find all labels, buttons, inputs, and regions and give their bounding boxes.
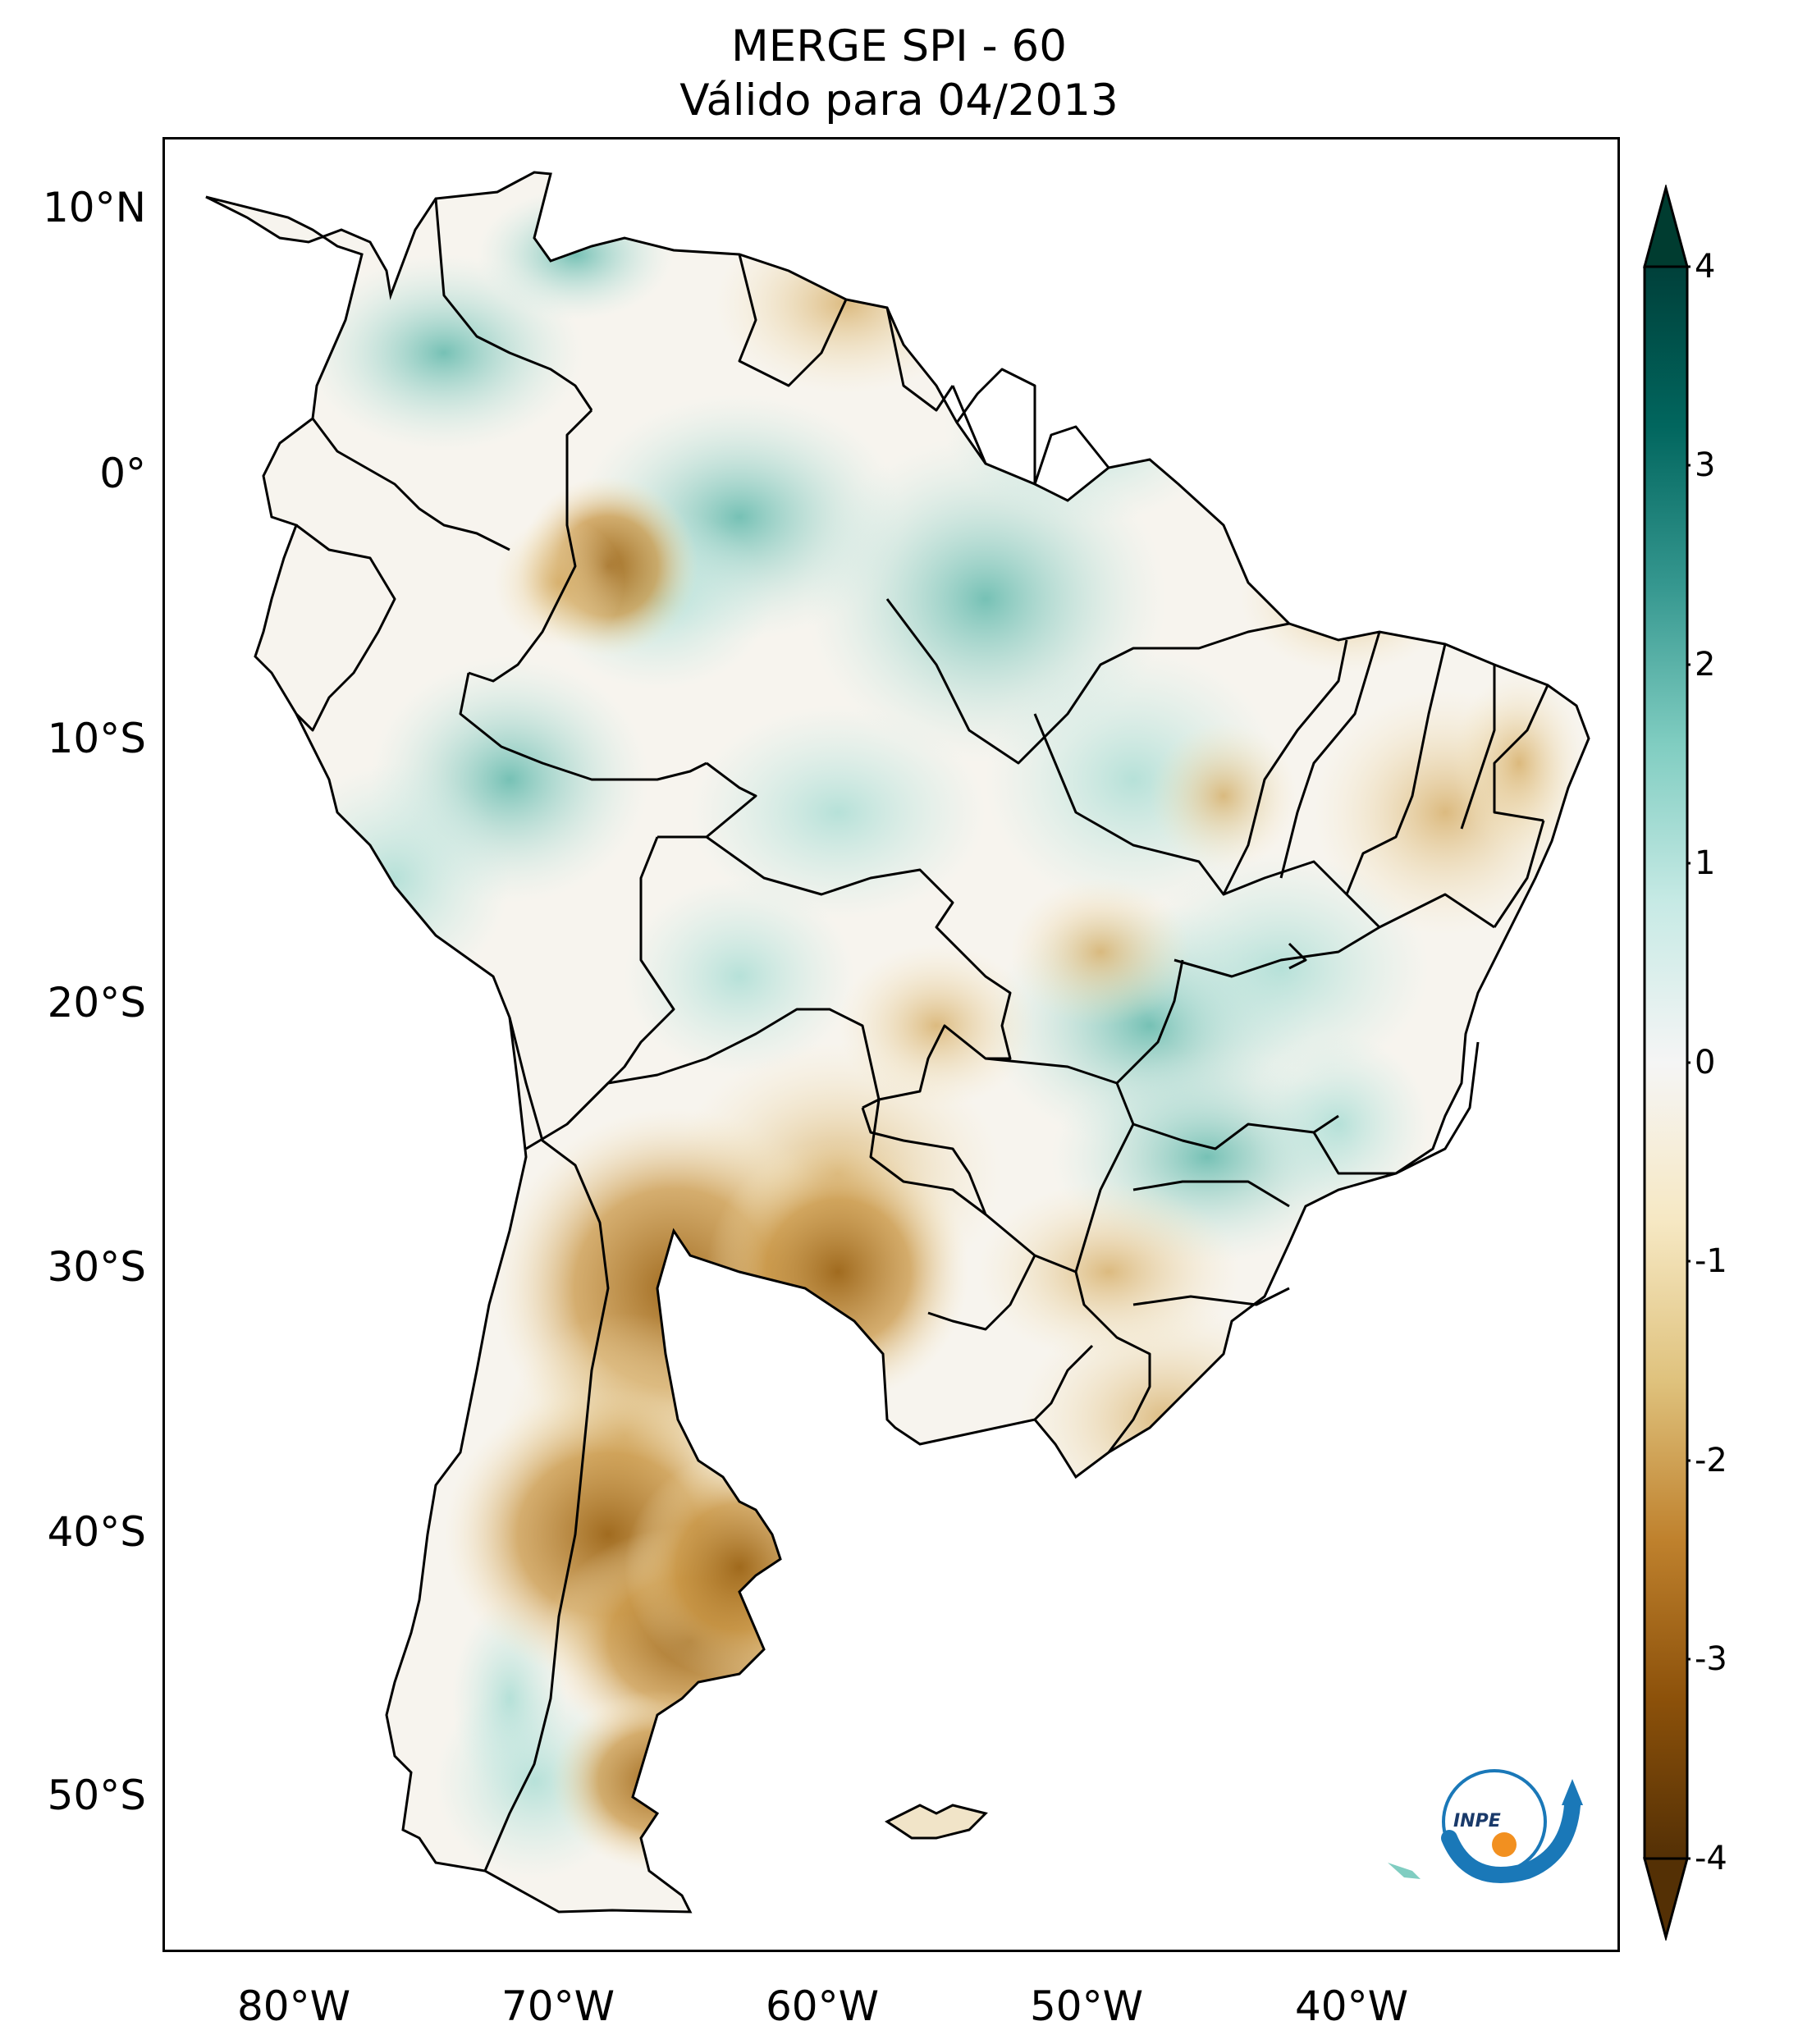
lon-tick-label: 40°W: [1294, 1982, 1409, 2030]
lat-tick-label: 10°N: [42, 184, 146, 231]
lat-tick-label: 40°S: [47, 1508, 146, 1556]
lon-tick-label: 70°W: [501, 1982, 615, 2030]
falkland-islands: [885, 1804, 988, 1840]
colorbar-tick-label: 0: [1695, 1044, 1716, 1081]
colorbar-extend-max: [1643, 185, 1689, 268]
lon-tick-label: 60°W: [765, 1982, 880, 2030]
colorbar-tick-label: -2: [1695, 1442, 1727, 1479]
colorbar-tick-label: 1: [1695, 844, 1716, 882]
political-borders: [295, 198, 1549, 1872]
colorbar-tick-label: -1: [1695, 1242, 1727, 1280]
colorbar-extend-min: [1643, 1857, 1689, 1941]
spi-map: INPE: [204, 171, 1590, 1914]
colorbar-tick-label: 3: [1695, 446, 1716, 484]
colorbar-body: [1643, 265, 1689, 1860]
chart-title: MERGE SPI - 60: [731, 21, 1067, 71]
lon-tick-label: 80°W: [236, 1982, 351, 2030]
inpe-logo-text: INPE: [1453, 1811, 1501, 1831]
inpe-logo: INPE: [1441, 1769, 1583, 1883]
colorbar: [1643, 185, 1690, 1941]
colorbar-tick-label: 4: [1695, 248, 1716, 286]
colorbar-tick-label: -3: [1695, 1640, 1727, 1678]
lat-tick-label: 30°S: [47, 1243, 146, 1291]
lat-tick-label: 0°: [99, 450, 146, 497]
map-panel: INPE: [162, 137, 1620, 1952]
south-georgia: [1388, 1863, 1421, 1879]
lon-tick-label: 50°W: [1029, 1982, 1144, 2030]
lat-tick-label: 20°S: [47, 979, 146, 1027]
colorbar-tick-label: 2: [1695, 646, 1716, 684]
spi-anomaly-field: [280, 189, 1585, 1879]
lat-tick-label: 10°S: [47, 715, 146, 762]
colorbar-tick-label: -4: [1695, 1840, 1727, 1877]
lat-tick-label: 50°S: [47, 1772, 146, 1819]
chart-subtitle: Válido para 04/2013: [679, 75, 1119, 126]
